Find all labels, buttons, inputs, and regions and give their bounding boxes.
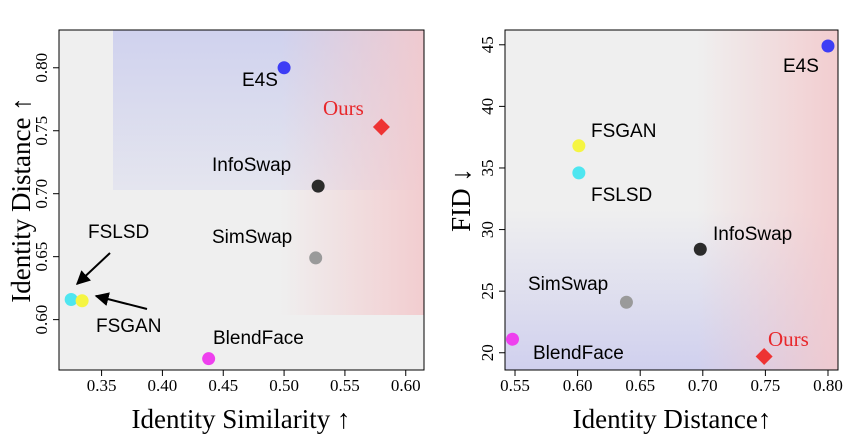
right-point-fslsd	[572, 166, 586, 180]
left-chart: 0.35 0.40 0.45 0.50 0.55 0.60 0.60 0.65 0.70 0.7…	[6, 29, 425, 434]
right-point-label-e4s: E4S	[783, 56, 819, 77]
right-x-tick-label: 0.65	[625, 376, 655, 395]
right-point-label-simswap: SimSwap	[528, 274, 608, 295]
right-point-ours	[755, 347, 773, 365]
left-plot-frame	[58, 29, 425, 371]
left-red-shading	[280, 30, 424, 315]
right-y-tick-label: 35	[478, 159, 497, 176]
right-x-tick-label: 0.60	[563, 376, 593, 395]
left-point-label-fsgan: FSGAN	[96, 316, 161, 337]
right-y-axis-label: FID ↓	[446, 168, 476, 232]
right-y-tick-label: 20	[478, 344, 497, 361]
right-y-tick-label: 45	[478, 36, 497, 53]
right-x-tick-label: 0.75	[751, 376, 781, 395]
right-point-fsgan	[572, 139, 586, 153]
left-x-tick-label: 0.45	[208, 376, 238, 395]
left-point-label-e4s: E4S	[242, 70, 278, 91]
left-point-label-ours: Ours	[323, 96, 364, 120]
left-x-tick-label: 0.40	[148, 376, 178, 395]
left-point-blendface	[202, 352, 216, 366]
left-point-fsgan	[75, 294, 89, 308]
right-chart: 0.55 0.60 0.65 0.70 0.75 0.80 20 25 30 35 40 45 E4…	[446, 29, 843, 434]
right-point-simswap	[619, 295, 633, 309]
right-point-blendface	[506, 332, 520, 346]
right-x-tick-label: 0.70	[688, 376, 718, 395]
right-red-shading	[697, 30, 838, 370]
left-y-axis-ticks: 0.60 0.65 0.70 0.75 0.80	[32, 53, 59, 335]
fslsd-pointer-arrow	[75, 252, 111, 285]
left-x-axis-label: Identity Similarity ↑	[132, 404, 351, 434]
left-data-points	[64, 61, 390, 366]
right-point-label-ours: Ours	[768, 327, 809, 351]
right-y-tick-label: 30	[478, 221, 497, 238]
left-x-axis-ticks: 0.35 0.40 0.45 0.50 0.55 0.60	[87, 370, 421, 395]
left-y-tick-label: 0.75	[32, 116, 51, 146]
right-x-tick-label: 0.55	[500, 376, 530, 395]
left-point-label-infoswap: InfoSwap	[212, 155, 291, 176]
right-point-label-fslsd: FSLSD	[591, 185, 652, 206]
left-y-tick-label: 0.80	[32, 53, 51, 83]
right-plot-frame	[504, 29, 839, 371]
right-x-axis-label: Identity Distance↑	[573, 404, 772, 434]
left-x-tick-label: 0.35	[87, 376, 117, 395]
right-point-infoswap	[693, 242, 707, 256]
fsgan-pointer-arrow	[94, 292, 148, 310]
left-point-label-fslsd: FSLSD	[88, 222, 149, 243]
left-point-e4s	[277, 61, 291, 75]
left-y-tick-label: 0.65	[32, 242, 51, 272]
left-x-tick-label: 0.55	[330, 376, 360, 395]
left-point-fslsd	[64, 292, 78, 306]
right-point-label-infoswap: InfoSwap	[713, 224, 792, 245]
left-point-label-blendface: BlendFace	[213, 328, 304, 349]
right-y-tick-label: 40	[478, 98, 497, 115]
right-point-label-blendface: BlendFace	[533, 343, 624, 364]
left-point-label-simswap: SimSwap	[212, 227, 292, 248]
left-x-tick-label: 0.60	[391, 376, 421, 395]
right-y-axis-ticks: 20 25 30 35 40 45	[478, 36, 505, 361]
left-point-ours	[372, 118, 390, 136]
left-point-infoswap	[311, 179, 325, 193]
left-y-axis-label: Identity Distance ↑	[6, 97, 36, 302]
right-data-points	[506, 39, 835, 365]
right-x-tick-label: 0.80	[813, 376, 843, 395]
right-y-tick-label: 25	[478, 283, 497, 300]
left-point-simswap	[309, 251, 323, 265]
left-y-tick-label: 0.60	[32, 305, 51, 335]
right-point-label-fsgan: FSGAN	[591, 121, 656, 142]
right-x-axis-ticks: 0.55 0.60 0.65 0.70 0.75 0.80	[500, 370, 843, 395]
right-point-e4s	[821, 39, 835, 53]
left-x-tick-label: 0.50	[269, 376, 299, 395]
left-y-tick-label: 0.70	[32, 179, 51, 209]
